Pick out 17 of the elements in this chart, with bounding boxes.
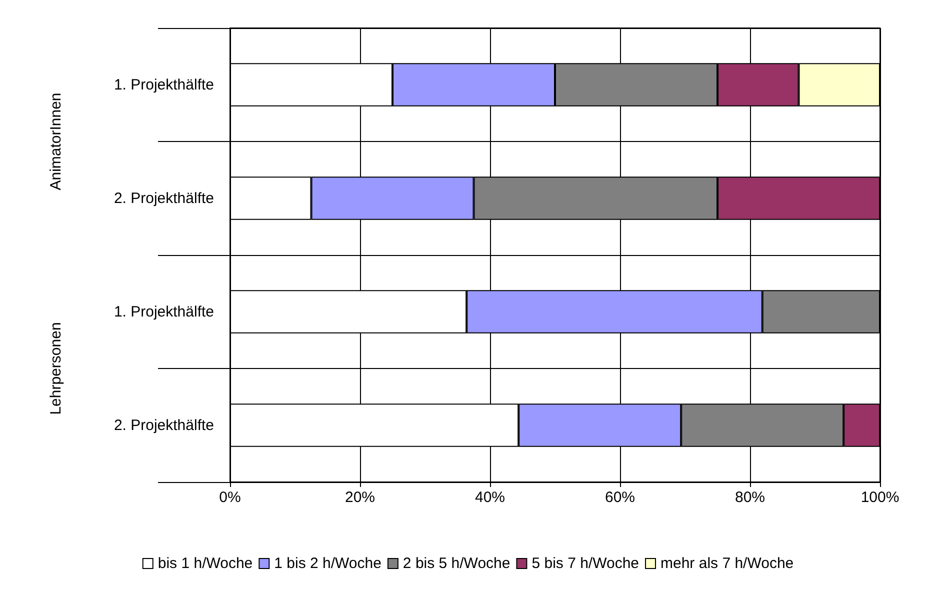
x-tick-label: 60% <box>604 489 636 506</box>
x-tick-label: 20% <box>344 489 376 506</box>
y-tick-label: 1. Projekthälfte <box>114 303 214 320</box>
legend-label: 1 bis 2 h/Woche <box>274 555 382 572</box>
legend-label: bis 1 h/Woche <box>158 555 253 572</box>
x-tick-label: 80% <box>734 489 766 506</box>
x-tick-label: 40% <box>474 489 506 506</box>
x-tick-label: 0% <box>219 489 241 506</box>
y-tick-label: 2. Projekthälfte <box>114 416 214 434</box>
y-tick-label: 2. Projekthälfte <box>114 190 214 207</box>
y-tick-label: 1. Projekthälfte <box>114 76 214 94</box>
x-tick-label: 100% <box>860 489 900 506</box>
legend-label: mehr als 7 h/Woche <box>660 555 794 572</box>
text: Lehrpersonen <box>48 322 64 415</box>
legend-label: 2 bis 5 h/Woche <box>402 555 510 572</box>
text: AnimatorInnen <box>48 92 64 190</box>
legend-label: 5 bis 7 h/Woche <box>532 555 640 572</box>
